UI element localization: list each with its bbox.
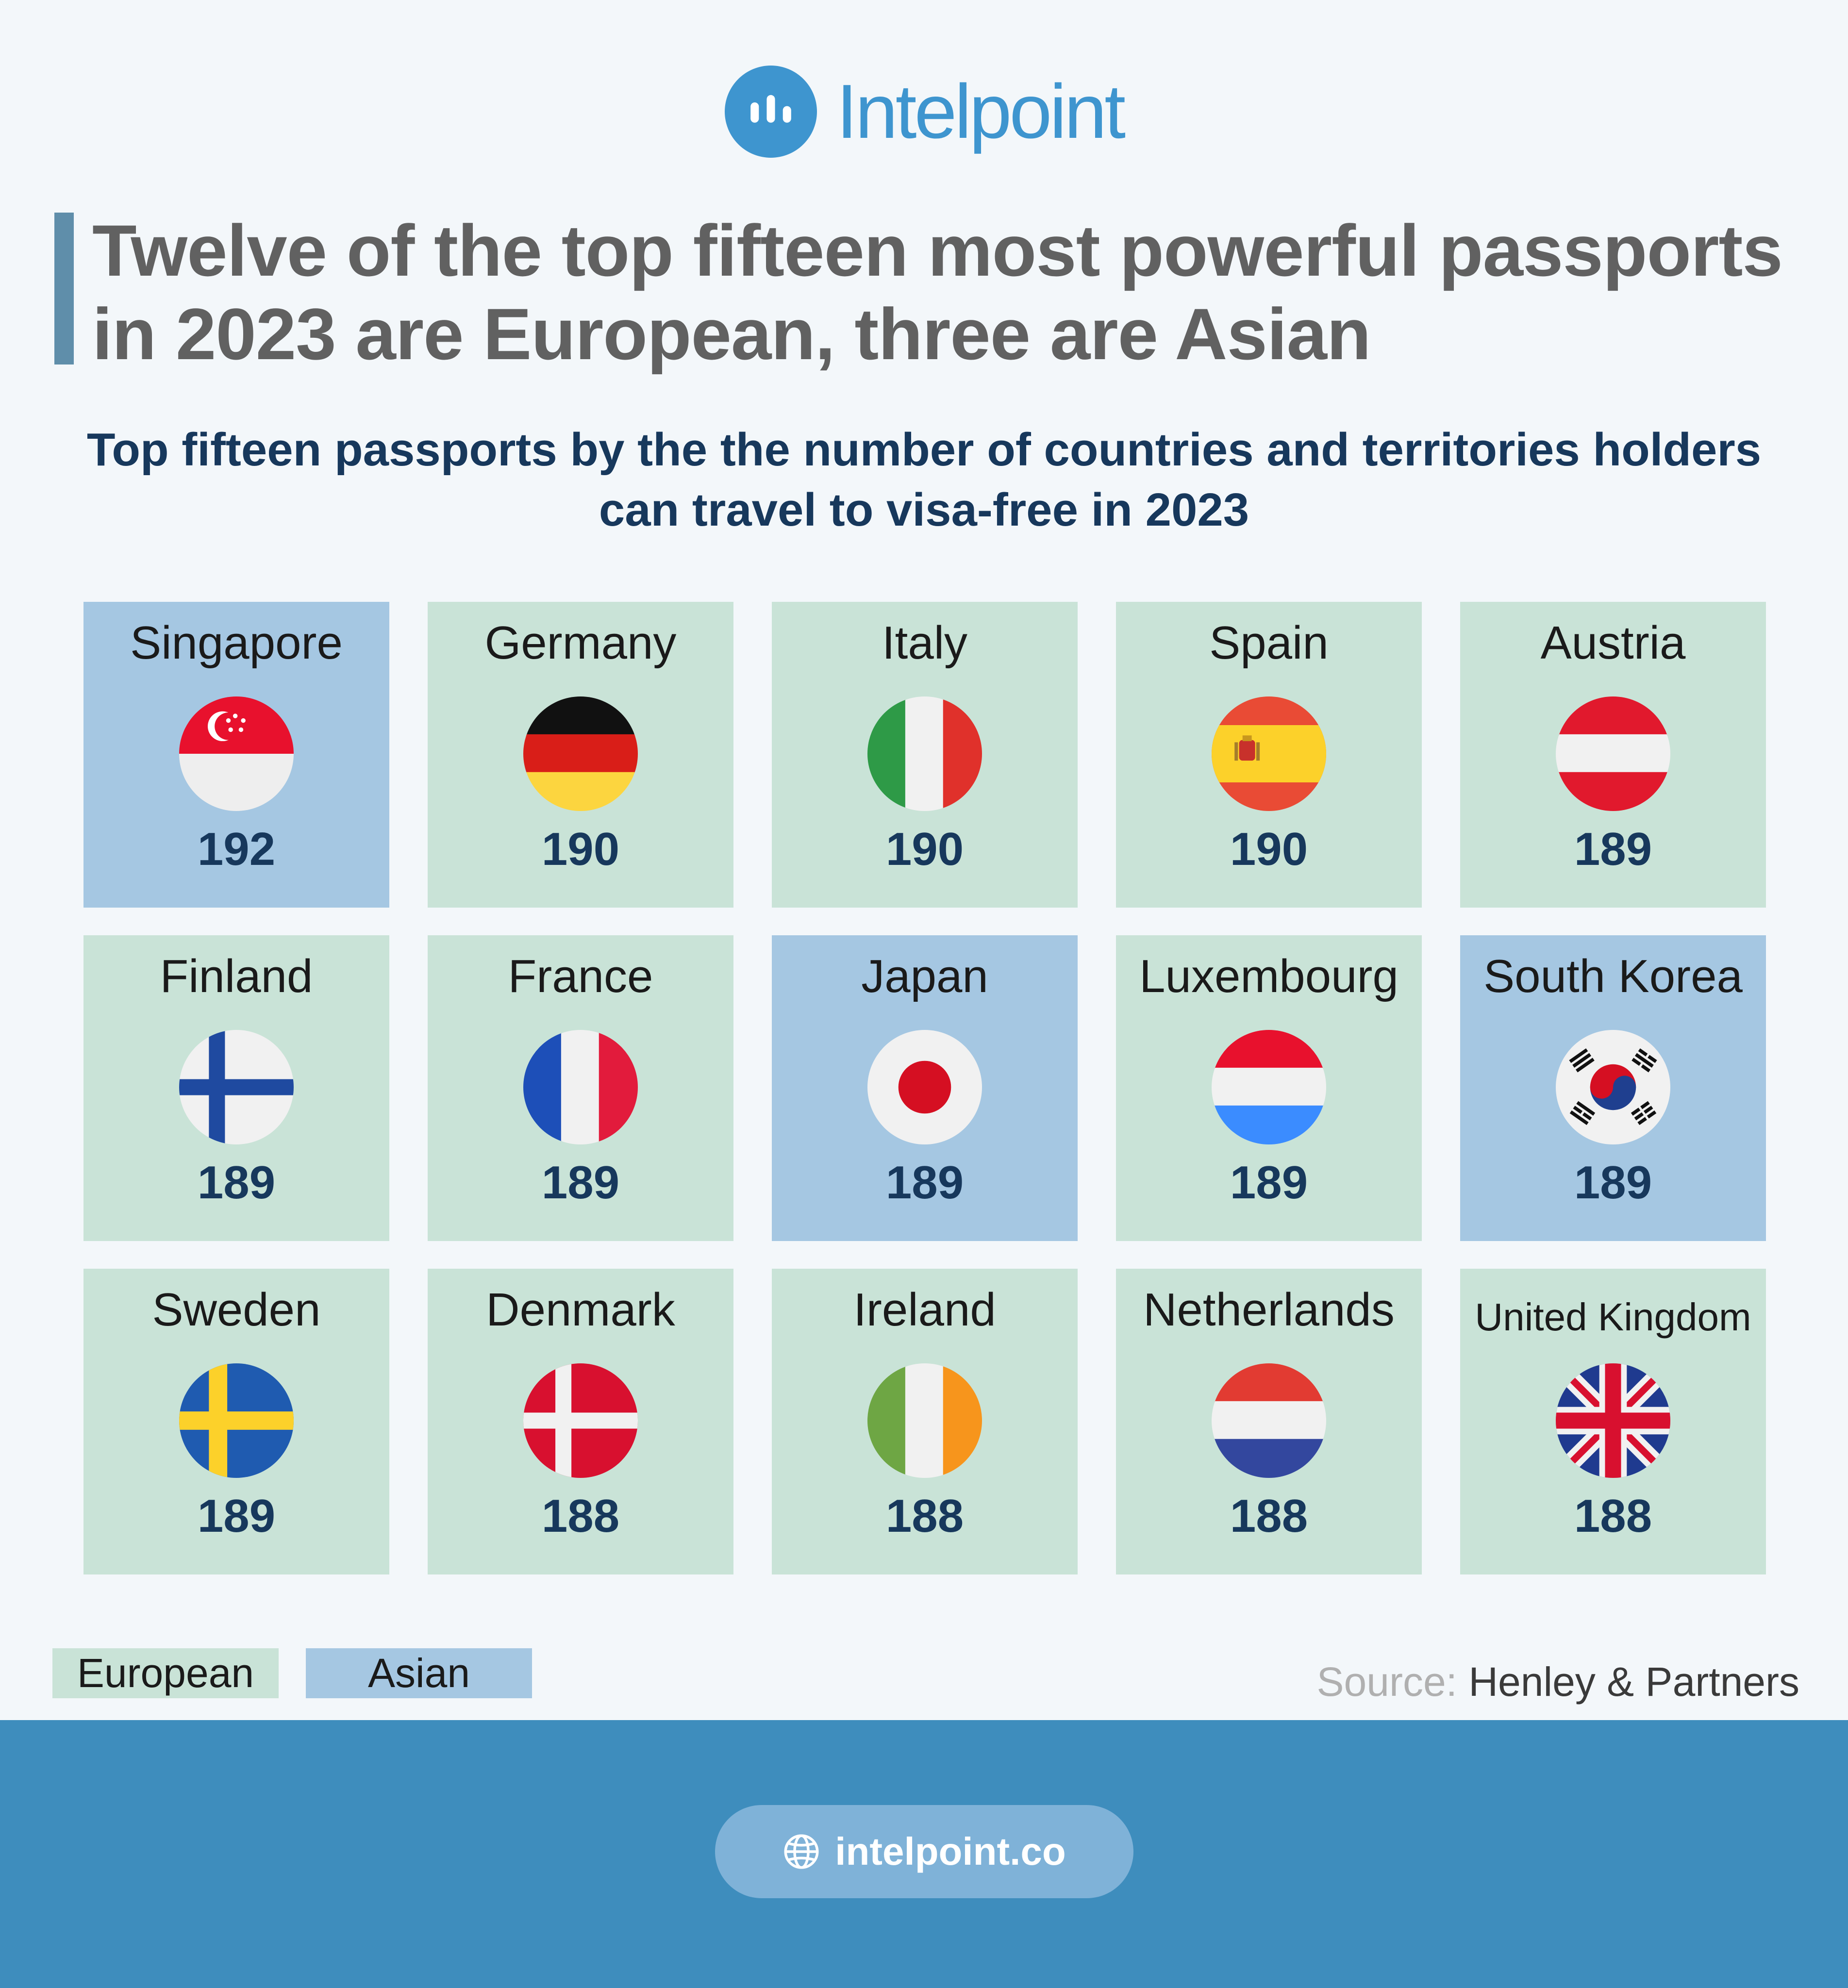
source-value: Henley & Partners: [1468, 1659, 1799, 1705]
ireland-flag-icon: [867, 1363, 982, 1478]
passport-score: 192: [197, 823, 276, 875]
passport-card: Ireland 188: [772, 1269, 1078, 1574]
country-name: Luxembourg: [1139, 950, 1398, 1002]
page-title: Twelve of the top fifteen most powerful …: [92, 210, 1783, 375]
country-name: Singapore: [130, 617, 343, 669]
austria-flag-icon: [1556, 696, 1670, 811]
passport-score: 190: [541, 823, 620, 875]
passport-score: 189: [1574, 1157, 1652, 1209]
passport-score: 188: [885, 1490, 964, 1542]
passport-card: Japan 189: [772, 935, 1078, 1241]
passport-card: Italy 190: [772, 602, 1078, 908]
italy-flag-icon: [867, 696, 982, 811]
country-name: Finland: [160, 950, 313, 1002]
globe-icon: [784, 1834, 819, 1869]
passport-score: 189: [885, 1157, 964, 1209]
singapore-flag-icon: [179, 696, 294, 811]
sweden-flag-icon: [179, 1363, 294, 1478]
country-name: United Kingdom: [1475, 1295, 1751, 1339]
page-subtitle: Top fifteen passports by the the number …: [86, 424, 1762, 536]
germany-flag-icon: [523, 696, 638, 811]
passport-card: France 189: [428, 935, 733, 1241]
brand-name: Intelpoint: [836, 69, 1126, 154]
passport-score: 188: [541, 1490, 620, 1542]
country-name: Netherlands: [1143, 1284, 1395, 1336]
japan-flag-icon: [867, 1030, 982, 1144]
passport-card: Netherlands 188: [1116, 1269, 1422, 1574]
passport-score: 189: [1230, 1157, 1308, 1209]
passport-card: South Korea 189: [1460, 935, 1766, 1241]
denmark-flag-icon: [523, 1363, 638, 1478]
country-name: Germany: [484, 617, 677, 669]
passport-score: 190: [885, 823, 964, 875]
france-flag-icon: [523, 1030, 638, 1144]
source-label: Source:: [1316, 1659, 1458, 1705]
footer: intelpoint.co: [0, 1720, 1848, 1988]
country-name: Spain: [1209, 617, 1329, 669]
passport-score: 189: [197, 1157, 276, 1209]
country-name: South Korea: [1483, 950, 1743, 1002]
luxembourg-flag-icon: [1212, 1030, 1326, 1144]
legend-european: European: [52, 1648, 279, 1698]
country-name: Denmark: [486, 1284, 675, 1336]
title-accent-bar: [54, 213, 74, 364]
brand-header: Intelpoint: [0, 63, 1848, 160]
legend-asian: Asian: [306, 1648, 532, 1698]
finland-flag-icon: [179, 1030, 294, 1144]
netherlands-flag-icon: [1212, 1363, 1326, 1478]
united-kingdom-flag-icon: [1556, 1363, 1670, 1478]
passport-card: Germany 190: [428, 602, 733, 908]
passport-card: Singapore 192: [83, 602, 389, 908]
website-url: intelpoint.co: [835, 1830, 1066, 1873]
passport-score: 189: [1574, 823, 1652, 875]
country-name: Austria: [1540, 617, 1686, 669]
passport-score: 188: [1230, 1490, 1308, 1542]
passport-card: Spain 190: [1116, 602, 1422, 908]
passport-score: 189: [197, 1490, 276, 1542]
intelpoint-logo-icon: [724, 66, 817, 158]
website-link[interactable]: intelpoint.co: [715, 1805, 1133, 1898]
passport-card: Finland 189: [83, 935, 389, 1241]
passport-score: 188: [1574, 1490, 1652, 1542]
passport-score: 190: [1230, 823, 1308, 875]
spain-flag-icon: [1212, 696, 1326, 811]
passport-card: Austria 189: [1460, 602, 1766, 908]
country-name: France: [508, 950, 653, 1002]
passport-grid: Singapore 192 Germany: [83, 602, 1766, 1574]
south-korea-flag-icon: [1556, 1030, 1670, 1144]
passport-card: Luxembourg 189: [1116, 935, 1422, 1241]
passport-card: Denmark 188: [428, 1269, 733, 1574]
country-name: Italy: [882, 617, 968, 669]
passport-score: 189: [541, 1157, 620, 1209]
source-note: Source: Henley & Partners: [1317, 1655, 1799, 1708]
country-name: Sweden: [152, 1284, 321, 1336]
country-name: Japan: [861, 950, 988, 1002]
country-name: Ireland: [853, 1284, 996, 1336]
passport-card: Sweden 189: [83, 1269, 389, 1574]
passport-card: United Kingdom 188: [1460, 1269, 1766, 1574]
